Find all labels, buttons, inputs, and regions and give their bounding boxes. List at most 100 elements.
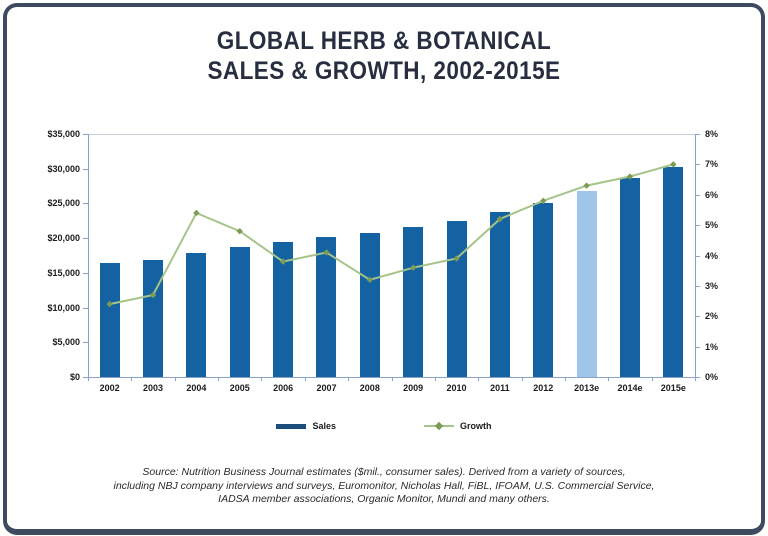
sales-bar-2004 — [186, 252, 207, 377]
x-axis-tick — [131, 377, 133, 381]
x-axis-label: 2014e — [617, 383, 643, 393]
y-axis-right-label: 5% — [705, 220, 719, 231]
x-axis-tick — [218, 377, 220, 381]
x-axis-label: 2007 — [316, 383, 337, 393]
sales-bar-2014e — [619, 178, 640, 377]
sales-bar-2012 — [533, 203, 554, 377]
x-axis-tick — [261, 377, 263, 381]
y-axis-right-label: 7% — [705, 159, 719, 170]
y-axis-right-label: 6% — [705, 189, 719, 200]
sales-bar-2009 — [403, 227, 424, 377]
growth-marker-icon — [434, 421, 444, 431]
y-axis-right-label: 1% — [705, 341, 719, 352]
growth-marker — [193, 209, 200, 217]
x-axis-label: 2008 — [359, 383, 380, 393]
sales-bar-2005 — [229, 247, 250, 377]
sales-bar-2003 — [143, 260, 164, 377]
legend-item-sales: Sales — [276, 421, 336, 431]
y-axis-left-label: $30,000 — [47, 163, 80, 174]
sales-bar-2006 — [273, 242, 294, 377]
x-axis-label: 2011 — [490, 383, 510, 393]
x-axis-label: 2013e — [574, 383, 600, 393]
growth-marker — [323, 249, 330, 256]
x-axis-tick — [608, 377, 610, 381]
y-axis-left-tick — [83, 307, 88, 309]
y-axis-left-tick — [83, 238, 88, 240]
chart-title: GLOBAL HERB & BOTANICAL SALES & GROWTH, … — [38, 26, 729, 86]
x-axis-label: 2009 — [403, 383, 424, 393]
sales-bar-2008 — [359, 232, 380, 377]
growth-line-layer — [106, 161, 677, 308]
growth-marker — [670, 161, 677, 168]
plot-top-border — [88, 134, 695, 135]
growth-marker — [583, 182, 590, 189]
legend-growth-label: Growth — [460, 421, 492, 431]
y-axis-right-label: 0% — [705, 372, 719, 382]
source-line3: IADSA member associations, Organic Monit… — [218, 493, 550, 505]
y-axis-right-tick — [695, 194, 700, 196]
legend: Sales Growth — [0, 421, 768, 431]
y-axis-left-label: $5,000 — [52, 337, 80, 348]
x-axis-tick — [564, 377, 566, 381]
y-axis-right-tick — [695, 164, 700, 166]
growth-marker — [106, 300, 113, 308]
x-axis-label: 2006 — [273, 383, 294, 393]
y-axis-right-tick — [695, 225, 700, 227]
y-axis-left-tick — [83, 342, 88, 344]
sales-bar-2013e — [576, 190, 597, 377]
x-axis-tick — [651, 377, 653, 381]
y-axis-left-label: $35,000 — [47, 129, 80, 139]
y-axis-right-label: 4% — [705, 250, 719, 261]
y-axis-left-tick — [83, 203, 88, 205]
growth-marker — [540, 197, 547, 205]
source-line2: including NBJ company interviews and sur… — [113, 479, 655, 492]
sales-bar-2002 — [99, 263, 120, 377]
x-axis-label: 2015e — [660, 383, 686, 393]
y-axis-right-label: 3% — [705, 280, 719, 291]
x-axis-label: 2002 — [99, 383, 120, 393]
growth-swatch-icon — [424, 421, 455, 431]
x-axis-tick — [88, 377, 89, 381]
x-axis-label: 2005 — [229, 383, 250, 393]
x-axis-tick — [521, 377, 523, 381]
x-axis-label: 2012 — [533, 383, 554, 393]
x-axis-tick — [304, 377, 306, 381]
y-axis-left-tick — [83, 272, 88, 274]
growth-marker — [279, 258, 287, 265]
y-axis-left-label: $25,000 — [47, 198, 80, 209]
chart-title-line1: GLOBAL HERB & BOTANICAL — [216, 27, 552, 55]
y-axis-left-tick — [83, 134, 88, 135]
source-line1: Source: Nutrition Business Journal estim… — [142, 466, 626, 478]
sales-bar-2007 — [316, 237, 337, 377]
x-axis-label: 2003 — [143, 383, 164, 393]
y-axis-left-line — [88, 134, 89, 377]
x-axis-tick — [478, 377, 480, 381]
y-axis-right-tick — [695, 134, 700, 135]
y-axis-right-tick — [695, 285, 700, 287]
y-axis-left-tick — [83, 168, 88, 170]
y-axis-right-tick — [695, 346, 700, 348]
growth-marker — [149, 291, 157, 299]
legend-item-growth: Growth — [424, 421, 492, 431]
y-axis-right-tick — [695, 377, 700, 378]
y-axis-left-tick — [83, 377, 88, 378]
y-axis-right-label: 8% — [705, 129, 719, 139]
y-axis-right-tick — [695, 316, 700, 318]
growth-marker — [409, 264, 417, 271]
growth-line — [109, 163, 674, 306]
x-axis-tick — [348, 377, 350, 381]
growth-marker — [626, 173, 634, 180]
source-note: Source: Nutrition Business Journal estim… — [0, 466, 768, 507]
growth-marker — [366, 276, 374, 283]
x-axis-tick — [391, 377, 393, 381]
y-axis-right-label: 2% — [705, 311, 719, 322]
y-axis-right-tick — [695, 255, 700, 257]
sales-bar-2015e — [663, 166, 684, 377]
sales-swatch-icon — [276, 423, 307, 429]
growth-marker — [496, 215, 504, 223]
y-axis-left-label: $0 — [69, 372, 80, 382]
x-axis-label: 2010 — [446, 383, 467, 393]
x-axis-tick — [434, 377, 436, 381]
y-axis-left-label: $15,000 — [47, 267, 80, 278]
